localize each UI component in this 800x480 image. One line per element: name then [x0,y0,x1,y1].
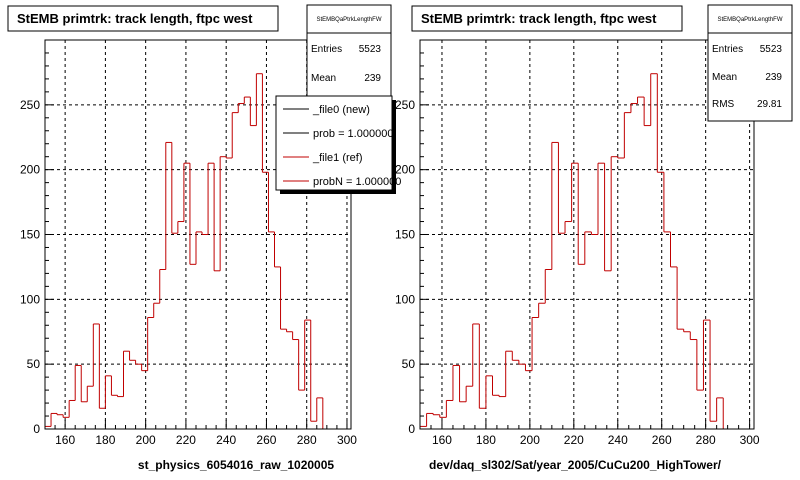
stats-name-left: StEMBQaPtrkLengthFW [316,17,381,23]
y-tick-label: 50 [402,357,416,371]
xlabel-left: st_physics_6054016_raw_1020005 [138,458,334,472]
y-tick-label: 50 [27,357,41,371]
x-tick-label: 260 [652,433,672,447]
stats-rms-label-right: RMS [712,99,735,110]
stats-box-right: StEMBQaPtrkLengthFW Entries 5523 Mean 23… [707,4,793,122]
stats-frame-right [707,4,793,122]
x-tick-label: 180 [476,433,496,447]
stats-mean-label-left: Mean [311,73,336,84]
y-tick-label: 250 [395,98,415,112]
y-tick-label: 0 [408,422,415,436]
stats-entries-value-right: 5523 [760,44,783,55]
x-tick-label: 260 [256,433,276,447]
stats-mean-value-left: 239 [364,73,381,84]
plot-area-left: 160 180 200 220 240 260 280 300 0 50 100 150 200 250 [20,39,357,447]
x-tick-label: 220 [176,433,196,447]
stats-entries-label-right: Entries [712,44,743,55]
x-tick-label: 300 [337,433,357,447]
legend-label-probN: probN = 1.000000 [313,176,401,188]
x-tick-label: 200 [136,433,156,447]
y-tick-label: 200 [395,163,415,177]
x-tick-label: 220 [564,433,584,447]
stats-frame-left [306,4,392,103]
panel-left: 160 180 200 220 240 260 280 300050100150200250 … [7,4,401,472]
stats-rms-value-right: 29.81 [757,99,782,110]
stats-entries-value-left: 5523 [359,44,382,55]
legend-box-left: _file0 (new) prob = 1.000000 _file1 (ref… [275,95,401,194]
x-tick-label: 300 [740,433,760,447]
title-box-right [411,5,683,32]
x-tick-label: 160 [55,433,75,447]
legend-label-file0: _file0 (new) [312,104,370,116]
legend-label-prob: prob = 1.000000 [313,128,393,140]
xlabel-right: dev/daq_sl302/Sat/year_2005/CuCu200_High… [429,458,722,472]
stats-name-right: StEMBQaPtrkLengthFW [717,17,782,23]
y-tick-label: 150 [395,228,415,242]
y-tick-label: 100 [395,292,415,306]
x-tick-label: 180 [95,433,115,447]
legend-frame [275,95,393,191]
x-tick-label: 200 [520,433,540,447]
plot-area-right: 160 180 200 220 240 260 280 300 0 50 100 150 200 250 [395,39,760,447]
stats-entries-label-left: Entries [311,44,342,55]
title-left: StEMB primtrk: track length, ftpc west [17,11,253,26]
title-right: StEMB primtrk: track length, ftpc west [421,11,657,26]
y-tick-label: 250 [20,98,40,112]
stats-mean-label-right: Mean [712,72,737,83]
x-tick-label: 280 [696,433,716,447]
y-tick-label: 150 [20,228,40,242]
x-tick-label: 280 [297,433,317,447]
y-tick-label: 200 [20,163,40,177]
x-tick-label: 240 [608,433,628,447]
x-tick-label: 240 [216,433,236,447]
stats-box-left: StEMBQaPtrkLengthFW Entries 5523 Mean 23… [306,4,392,103]
title-box-left [7,5,279,32]
y-tick-label: 100 [20,292,40,306]
x-tick-label: 160 [432,433,452,447]
stats-mean-value-right: 239 [765,72,782,83]
legend-label-file1: _file1 (ref) [312,152,363,164]
y-tick-label: 0 [33,422,40,436]
panel-right: 160 180 200 220 240 260 280 300050100150200250 … [395,4,793,472]
